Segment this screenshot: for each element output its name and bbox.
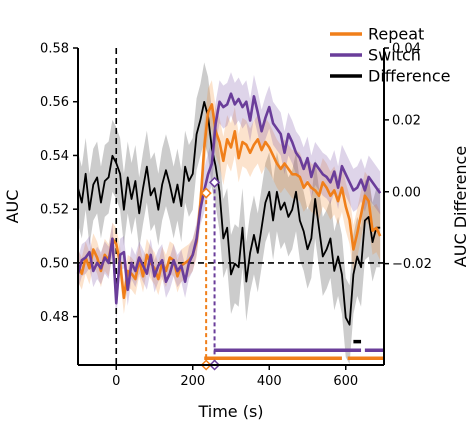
switch-confidence-band: [78, 72, 381, 320]
repeat-onset-marker: [200, 187, 212, 199]
x-tick-label: 0: [112, 374, 120, 389]
switch-legend-label: Switch: [368, 46, 421, 65]
ticks: 0 200 400 600 0.48 0.50 0.52 0.54 0.56 0.58 −0.02 0…: [40, 42, 432, 390]
y-tick-label-left: 0.54: [40, 149, 69, 164]
legend: Repeat Switch Difference: [330, 25, 450, 86]
significance-bars: [204, 339, 384, 361]
y-tick-label-right: 0.02: [392, 113, 421, 128]
repeat-line: [76, 103, 382, 300]
series-lines: [76, 92, 382, 326]
difference-legend-label: Difference: [368, 67, 450, 86]
x-tick-label: 400: [257, 374, 282, 389]
y-tick-label-left: 0.52: [40, 203, 69, 218]
x-tick-label: 200: [180, 374, 205, 389]
y-tick-label-left: 0.50: [40, 256, 69, 271]
y-tick-label-right: 0.00: [392, 185, 421, 200]
difference-confidence-band: [78, 62, 381, 365]
x-tick-label: 600: [333, 374, 358, 389]
x-axis-title: Time (s): [197, 402, 263, 421]
repeat-confidence-band: [78, 80, 381, 314]
y-axis-right-title: AUC Difference: [451, 146, 470, 267]
confidence-bands: [78, 62, 381, 365]
switch-onset-marker: [208, 176, 221, 188]
y-tick-label-right: −0.02: [392, 257, 432, 272]
y-axis-title: AUC: [3, 190, 22, 224]
axes: [77, 48, 385, 366]
difference-line: [77, 101, 381, 326]
repeat-legend-label: Repeat: [368, 25, 424, 44]
y-tick-label-left: 0.58: [40, 42, 69, 57]
switch-line: [76, 92, 382, 305]
onset-markers: [200, 176, 221, 371]
y-tick-label-left: 0.48: [40, 310, 69, 325]
y-tick-label-left: 0.56: [40, 95, 69, 110]
y-tick-label-right: 0.04: [392, 42, 421, 57]
onset-drop-guides: [205, 182, 216, 365]
